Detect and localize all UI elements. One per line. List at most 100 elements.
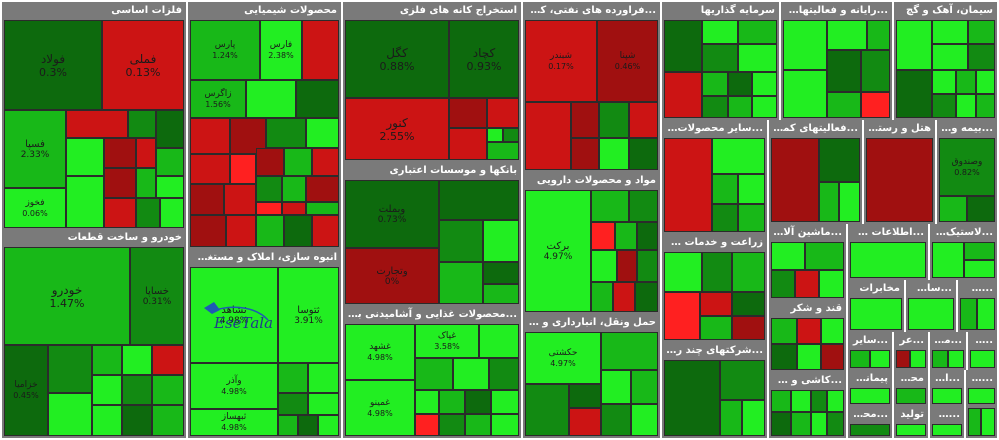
treemap-tile[interactable] (152, 375, 184, 405)
treemap-tile[interactable] (861, 92, 890, 118)
treemap-tile[interactable] (948, 350, 964, 368)
treemap-tile[interactable] (664, 252, 702, 292)
treemap-tile[interactable] (896, 350, 910, 368)
treemap-tile[interactable] (136, 138, 156, 168)
treemap-tile[interactable] (712, 174, 738, 204)
sector-multidisciplinary[interactable]: ...شرکتهای چند رشته ا (662, 342, 767, 438)
treemap-tile[interactable] (702, 72, 728, 96)
sector-telecom[interactable]: مخابرات (848, 280, 904, 332)
treemap-tile[interactable] (284, 215, 312, 247)
treemap-tile[interactable] (819, 270, 844, 298)
sector-agriculture[interactable]: زراعت و خدمات وابسته (662, 234, 767, 342)
treemap-tile[interactable] (932, 20, 968, 44)
sector-metal-ores[interactable]: استخراج کانه های فلزی کگل 0.88% کچاد 0.93%… (343, 2, 521, 162)
treemap-tile[interactable] (664, 292, 700, 340)
treemap-tile[interactable] (850, 242, 926, 278)
treemap-tile[interactable] (819, 138, 860, 182)
treemap-tile[interactable] (968, 408, 981, 436)
treemap-tile[interactable]: غشهد 4.98% (345, 324, 415, 380)
treemap-tile[interactable] (601, 332, 658, 370)
treemap-tile[interactable]: کگل 0.88% (345, 20, 449, 98)
treemap-tile[interactable] (637, 222, 658, 250)
treemap-tile[interactable] (702, 96, 728, 118)
treemap-tile[interactable]: فخوز 0.06% (4, 188, 66, 228)
treemap-tile[interactable] (771, 138, 819, 222)
treemap-tile[interactable] (479, 324, 519, 358)
treemap-tile[interactable] (976, 94, 995, 118)
sector-tiles[interactable]: ...کاشی و سرام (769, 372, 846, 438)
treemap-tile[interactable] (867, 20, 890, 50)
treemap-tile[interactable] (92, 405, 122, 436)
treemap-tile[interactable] (465, 414, 491, 436)
treemap-tile[interactable] (797, 344, 821, 370)
treemap-tile[interactable]: فولاد 0.3% (4, 20, 102, 110)
treemap-tile[interactable]: ثتوسا 3.91% (278, 267, 339, 363)
treemap-tile[interactable]: وبملت 0.73% (345, 180, 439, 248)
sector-chemicals[interactable]: محصولات شیمیایی پارس 1.24% فارس 2.38% زاگر… (188, 2, 341, 249)
treemap-tile[interactable]: فارس 2.38% (260, 20, 302, 80)
treemap-tile[interactable] (483, 220, 519, 262)
treemap-tile[interactable] (896, 388, 926, 404)
treemap-tile[interactable]: برکت 4.97% (525, 190, 591, 312)
treemap-tile[interactable]: خودرو 1.47% (4, 247, 130, 345)
sector-auxiliary[interactable]: ...فعالیتهای کمکی به (769, 120, 862, 224)
treemap-tile[interactable] (224, 184, 256, 215)
sector-s29[interactable]: ...عر (894, 332, 928, 370)
treemap-tile[interactable] (569, 384, 601, 408)
treemap-tile[interactable] (742, 400, 765, 436)
treemap-tile[interactable] (483, 284, 519, 304)
treemap-tile[interactable] (266, 118, 306, 148)
treemap-tile[interactable] (284, 148, 312, 176)
treemap-tile[interactable] (104, 138, 136, 168)
treemap-tile[interactable] (896, 424, 926, 436)
treemap-tile[interactable] (968, 388, 995, 404)
treemap-tile[interactable] (702, 252, 732, 292)
treemap-tile[interactable] (156, 176, 184, 198)
treemap-tile[interactable] (896, 70, 932, 118)
treemap-tile[interactable] (819, 182, 839, 222)
treemap-tile[interactable] (298, 415, 318, 436)
treemap-tile[interactable] (861, 50, 890, 92)
treemap-tile[interactable] (791, 390, 811, 412)
treemap-tile[interactable] (738, 174, 765, 204)
sector-s38[interactable]: ...حمو (930, 406, 964, 438)
treemap-tile[interactable] (483, 262, 519, 284)
treemap-tile[interactable] (256, 202, 282, 215)
treemap-tile[interactable] (160, 198, 184, 228)
treemap-tile[interactable]: خساپا 0.31% (130, 247, 184, 345)
treemap-tile[interactable] (491, 414, 519, 436)
sector-information[interactable]: ...اطلاعات و ارتباط (848, 224, 928, 280)
treemap-tile[interactable] (850, 388, 890, 404)
treemap-tile[interactable] (306, 176, 339, 202)
sector-other[interactable]: ...سایر (848, 332, 892, 370)
treemap-tile[interactable] (976, 70, 995, 94)
sector-production[interactable]: تولید (894, 406, 928, 438)
treemap-tile[interactable] (932, 388, 962, 404)
sector-s31[interactable]: ...حرا (968, 332, 997, 370)
sector-construction-d[interactable]: ...ساخت د (906, 280, 956, 332)
treemap-tile[interactable] (631, 404, 658, 436)
treemap-tile[interactable] (635, 282, 658, 312)
treemap-tile[interactable] (712, 204, 738, 232)
sector-cement[interactable]: سیمان، آهک و گچ (894, 2, 997, 120)
treemap-tile[interactable] (278, 393, 308, 415)
treemap-tile[interactable] (601, 404, 631, 436)
sector-automotive[interactable]: خودرو و ساخت قطعات خودرو 1.47% خساپا 0.31%… (2, 229, 186, 438)
treemap-tile[interactable] (318, 415, 339, 436)
treemap-tile[interactable]: شپنا 0.46% (597, 20, 658, 102)
treemap-tile[interactable] (491, 390, 519, 414)
treemap-tile[interactable] (783, 20, 827, 70)
treemap-tile[interactable] (449, 128, 487, 160)
treemap-tile[interactable] (128, 110, 156, 138)
treemap-tile[interactable] (615, 222, 637, 250)
treemap-tile[interactable] (591, 190, 629, 222)
treemap-tile[interactable] (92, 375, 122, 405)
sector-real-estate[interactable]: انبوه سازی، املاک و مستغلات ثشاهد 4.98% ث… (188, 249, 341, 438)
treemap-tile[interactable] (136, 198, 160, 228)
sector-investments[interactable]: سرمایه گذاریها (662, 2, 779, 120)
treemap-tile[interactable]: خزامیا 0.45% (4, 345, 48, 436)
treemap-tile[interactable] (821, 318, 844, 344)
treemap-tile[interactable]: وتجارت 0% (345, 248, 439, 304)
treemap-tile[interactable] (827, 92, 861, 118)
